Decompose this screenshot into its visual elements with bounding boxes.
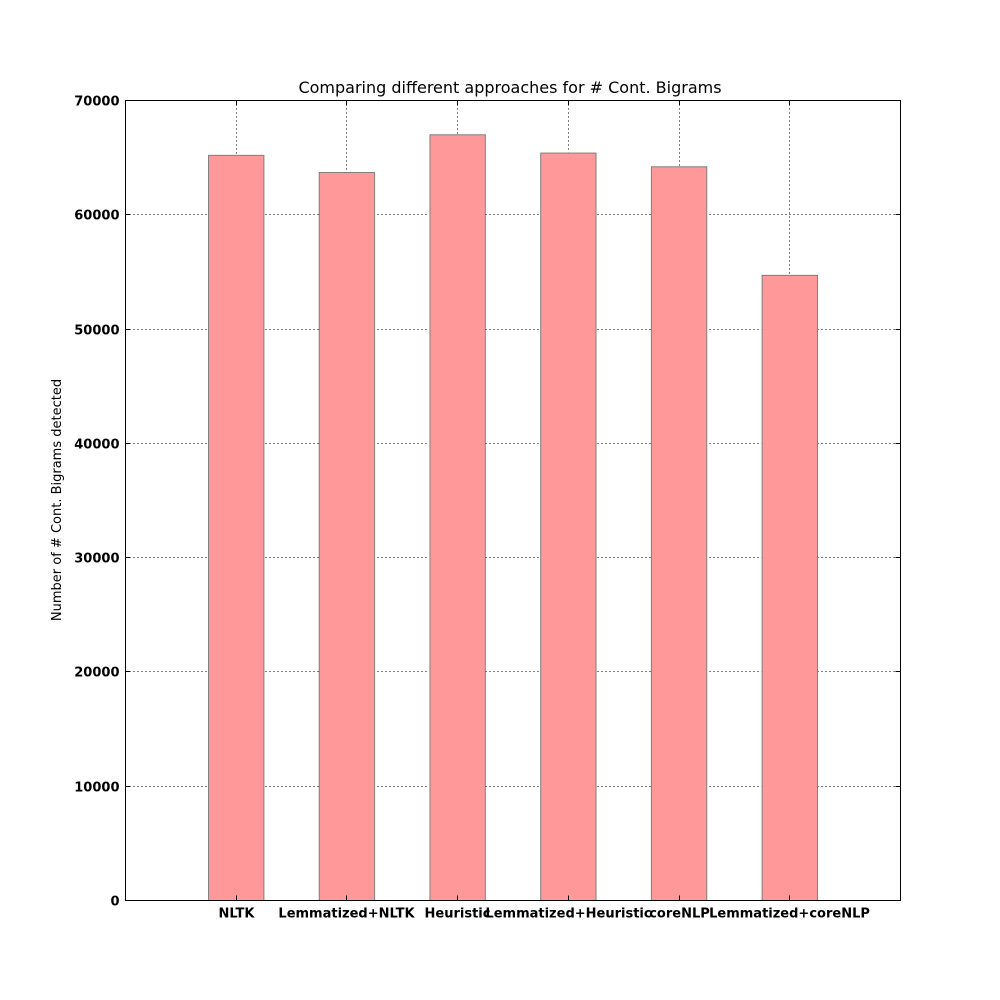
x-tick-labels: NLTK Lemmatized+NLTK HeuristicLemmatized+H… xyxy=(219,907,870,922)
x-tick-label: Lemmatized+coreNLP xyxy=(709,907,870,922)
bar-lemmatized-nltk xyxy=(318,172,376,901)
x-tick-label: Lemmatized+NLTK xyxy=(278,907,415,922)
bar-nltk xyxy=(208,154,265,902)
bar-corenlp xyxy=(650,166,708,902)
y-tick-label: 20000 xyxy=(74,666,119,681)
y-tick-label: 40000 xyxy=(74,438,119,453)
y-tick-labels: 0 10000 20000 30000 40000 50000 60000 70000 xyxy=(74,95,119,910)
y-tick-label: 70000 xyxy=(74,95,119,110)
bar-heuristic xyxy=(429,134,486,902)
x-tick-label: Lemmatized+Heuristic xyxy=(485,907,651,922)
x-tick-label: Heuristic xyxy=(425,907,491,922)
y-tick-label: 0 xyxy=(110,895,119,910)
plot-frame xyxy=(125,100,901,901)
bar-lemmatized-corenlp xyxy=(761,274,818,902)
y-tick-label: 50000 xyxy=(74,324,119,339)
x-tick-label: NLTK xyxy=(219,907,256,922)
chart-title: Comparing different approaches for # Con… xyxy=(298,78,721,97)
y-axis-label: Number of # Cont. Bigrams detected xyxy=(50,379,65,621)
bars xyxy=(208,134,818,902)
y-tick-label: 10000 xyxy=(74,781,119,796)
x-tick-label: coreNLP xyxy=(649,907,710,922)
axis-ticks xyxy=(125,100,901,901)
y-tick-label: 30000 xyxy=(74,552,119,567)
y-tick-label: 60000 xyxy=(74,209,119,224)
bar-lemmatized-heuristic xyxy=(540,152,597,902)
